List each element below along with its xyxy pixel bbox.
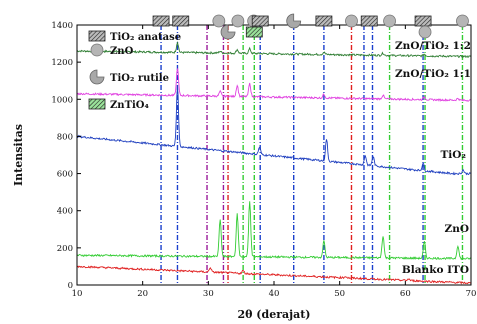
top-marker-3: [220, 24, 236, 40]
series-line-0: [76, 40, 472, 58]
series-label-3: ZnO: [445, 223, 469, 235]
y-tick-label-6: 1200: [51, 58, 73, 68]
top-markers: [152, 13, 469, 40]
x-axis-title: 2θ (derajat): [237, 308, 310, 321]
top-marker-11: [360, 15, 378, 27]
plot-frame: [76, 24, 472, 286]
y-tick-label-1: 200: [57, 244, 73, 254]
legend: TiO₂ anatase ZnO TiO₂ rutile ZnTiO₄: [88, 30, 181, 111]
y-tick-label-7: 1400: [51, 21, 73, 31]
top-marker-9: [315, 15, 333, 27]
legend-swatch-3: [88, 98, 106, 110]
top-marker-0: [152, 15, 170, 27]
top-marker-4: [231, 14, 245, 28]
series-line-4: [76, 265, 472, 285]
legend-label-1: ZnO: [110, 46, 134, 57]
series-label-1: ZnO/TiO₂ 1:1: [395, 68, 471, 80]
x-tick-label-2: 30: [203, 289, 214, 299]
top-marker-12: [383, 14, 396, 28]
top-marker-2: [212, 14, 226, 28]
top-marker-14: [418, 25, 432, 39]
legend-label-2: TiO₂ rutile: [110, 73, 169, 84]
y-tick-label-2: 400: [57, 207, 73, 217]
top-marker-10: [345, 14, 358, 28]
reference-lines: [160, 25, 464, 285]
x-axis: 10 20 30 40 50 60 70: [72, 25, 477, 299]
x-tick-label-1: 20: [137, 289, 148, 299]
y-axis: 0 200 400 600 800 1000 1200 1400: [51, 21, 81, 291]
series-line-3: [76, 201, 472, 261]
series-group: [76, 40, 472, 285]
series-line-1: [76, 68, 472, 102]
x-tick-label-0: 10: [72, 289, 83, 299]
legend-swatch-1: [90, 43, 104, 57]
x-tick-label-5: 60: [400, 289, 411, 299]
series-label-0: ZnO/TiO₂ 1:2: [395, 40, 471, 52]
x-tick-label-6: 70: [466, 289, 477, 299]
legend-swatch-0: [88, 30, 106, 42]
legend-label-3: ZnTiO₄: [110, 100, 150, 111]
y-tick-label-3: 600: [57, 170, 73, 180]
series-labels: ZnO/TiO₂ 1:2 ZnO/TiO₂ 1:1 TiO₂ ZnO Blanko IT…: [395, 40, 471, 276]
series-line-2: [76, 85, 471, 176]
top-marker-15: [456, 14, 469, 28]
legend-label-0: TiO₂ anatase: [110, 32, 181, 43]
top-marker-6: [245, 26, 263, 38]
top-marker-13: [414, 15, 432, 27]
top-marker-8: [286, 13, 302, 29]
y-axis-title: Intensitas: [12, 124, 25, 186]
x-tick-label-3: 40: [269, 289, 280, 299]
series-label-4: Blanko ITO: [402, 264, 469, 276]
top-marker-1: [172, 15, 190, 27]
top-marker-7: [251, 15, 269, 27]
y-tick-label-5: 1000: [51, 95, 73, 105]
y-tick-label-0: 0: [68, 281, 73, 291]
series-label-2: TiO₂: [440, 149, 466, 161]
legend-swatch-2: [89, 69, 105, 85]
x-tick-label-4: 50: [334, 289, 345, 299]
y-tick-label-4: 800: [57, 132, 73, 142]
